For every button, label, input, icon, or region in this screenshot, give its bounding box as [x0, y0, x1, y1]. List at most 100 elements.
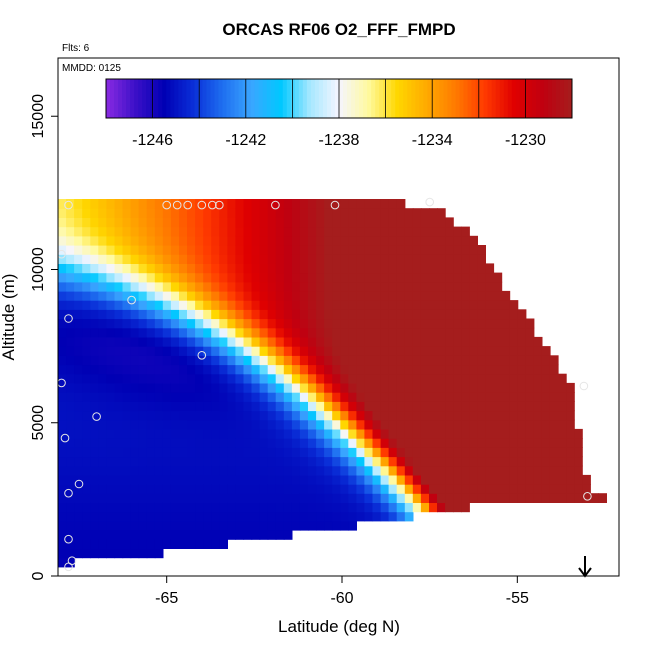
- heatmap-cell: [98, 382, 107, 393]
- y-tick-label: 5000: [30, 405, 47, 441]
- heatmap-cell: [146, 493, 156, 503]
- colorbar-segment: [202, 79, 207, 118]
- heatmap-cell: [316, 217, 325, 228]
- heatmap-cell: [404, 419, 414, 430]
- heatmap-cell: [114, 474, 124, 485]
- heatmap-cell: [154, 318, 164, 329]
- heatmap-cell: [364, 355, 374, 366]
- colorbar-segment: [363, 79, 368, 118]
- heatmap-cell: [380, 290, 390, 301]
- heatmap-cell: [283, 327, 293, 338]
- heatmap-cell: [340, 318, 349, 329]
- heatmap-cell: [130, 364, 140, 375]
- heatmap-cell: [590, 493, 599, 503]
- heatmap-cell: [316, 474, 325, 485]
- heatmap-cell: [283, 373, 293, 384]
- heatmap-cell: [420, 235, 430, 246]
- heatmap-cell: [235, 318, 245, 329]
- heatmap-cell: [259, 484, 269, 494]
- heatmap-cell: [299, 199, 309, 209]
- heatmap-cell: [340, 346, 349, 356]
- heatmap-cell: [122, 428, 132, 439]
- heatmap-cell: [211, 401, 220, 412]
- heatmap-cell: [130, 355, 140, 366]
- heatmap-cell: [154, 346, 164, 356]
- colorbar-segment: [122, 79, 127, 118]
- heatmap-cell: [187, 474, 196, 485]
- heatmap-cell: [412, 235, 422, 246]
- heatmap-cell: [251, 309, 261, 320]
- heatmap-cell: [106, 208, 116, 218]
- heatmap-cell: [404, 217, 414, 228]
- heatmap-cell: [235, 502, 245, 513]
- heatmap-cell: [420, 254, 430, 264]
- heatmap-cell: [267, 438, 277, 448]
- heatmap-cell: [429, 438, 438, 448]
- heatmap-cell: [235, 235, 245, 246]
- heatmap-cell: [227, 428, 237, 439]
- heatmap-cell: [299, 511, 309, 522]
- heatmap-cell: [162, 428, 172, 439]
- colorbar-segment: [206, 79, 211, 118]
- heatmap-cell: [138, 493, 148, 503]
- heatmap-cell: [324, 300, 333, 310]
- heatmap-cell: [308, 281, 317, 292]
- heatmap-cell: [461, 281, 470, 292]
- heatmap-cell: [396, 484, 406, 494]
- heatmap-cell: [509, 327, 519, 338]
- heatmap-cell: [211, 493, 220, 503]
- heatmap-cell: [429, 309, 438, 320]
- heatmap-cell: [380, 502, 390, 513]
- colorbar-segment: [555, 79, 561, 118]
- heatmap-cell: [267, 235, 277, 246]
- heatmap-cell: [82, 484, 91, 494]
- heatmap-cell: [219, 346, 228, 356]
- heatmap-cell: [525, 438, 535, 448]
- heatmap-cell: [66, 493, 75, 503]
- heatmap-cell: [106, 346, 116, 356]
- heatmap-cell: [356, 309, 366, 320]
- heatmap-cell: [82, 272, 91, 283]
- heatmap-cell: [308, 511, 317, 522]
- heatmap-cell: [340, 428, 349, 439]
- heatmap-cell: [58, 428, 67, 439]
- heatmap-cell: [420, 318, 430, 329]
- colorbar-tick-label: -1238: [319, 132, 360, 149]
- heatmap-cell: [388, 290, 398, 301]
- heatmap-cell: [82, 300, 91, 310]
- heatmap-cell: [251, 346, 261, 356]
- heatmap-cell: [445, 300, 454, 310]
- heatmap-cell: [195, 474, 204, 485]
- heatmap-cell: [388, 382, 398, 393]
- heatmap-cell: [437, 235, 446, 246]
- heatmap-cell: [138, 327, 148, 338]
- heatmap-cell: [227, 456, 237, 467]
- heatmap-cell: [162, 263, 172, 274]
- heatmap-cell: [396, 336, 406, 347]
- heatmap-cell: [106, 263, 116, 274]
- heatmap-cell: [445, 428, 454, 439]
- colorbar-segment: [110, 79, 115, 118]
- heatmap-cell: [372, 235, 382, 246]
- heatmap-cell: [477, 392, 486, 402]
- heatmap-cell: [227, 208, 237, 218]
- heatmap-cell: [90, 245, 99, 255]
- heatmap-cell: [437, 456, 446, 467]
- heatmap-cell: [243, 281, 253, 292]
- heatmap-cell: [283, 419, 293, 430]
- heatmap-cell: [445, 290, 454, 301]
- heatmap-cell: [364, 336, 374, 347]
- heatmap-cell: [501, 300, 511, 310]
- heatmap-cell: [308, 226, 317, 237]
- heatmap-cell: [170, 281, 180, 292]
- heatmap-cell: [90, 502, 99, 513]
- heatmap-cell: [396, 364, 406, 375]
- heatmap-cell: [82, 226, 91, 237]
- heatmap-cell: [445, 272, 454, 283]
- heatmap-cell: [170, 484, 180, 494]
- heatmap-cell: [429, 447, 438, 458]
- heatmap-cell: [356, 401, 366, 412]
- heatmap-cell: [348, 419, 357, 430]
- heatmap-cell: [251, 263, 261, 274]
- heatmap-cell: [340, 300, 349, 310]
